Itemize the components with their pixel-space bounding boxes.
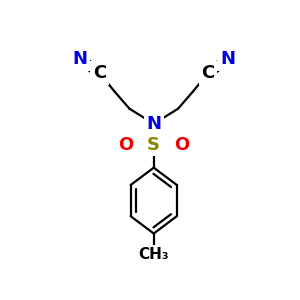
Text: S: S (147, 136, 160, 154)
Text: O: O (174, 136, 189, 154)
Text: C: C (201, 64, 215, 82)
Text: N: N (220, 50, 235, 68)
Text: N: N (72, 50, 87, 68)
Text: O: O (118, 136, 134, 154)
Text: C: C (93, 64, 106, 82)
Text: N: N (146, 115, 161, 133)
Text: CH₃: CH₃ (138, 247, 169, 262)
